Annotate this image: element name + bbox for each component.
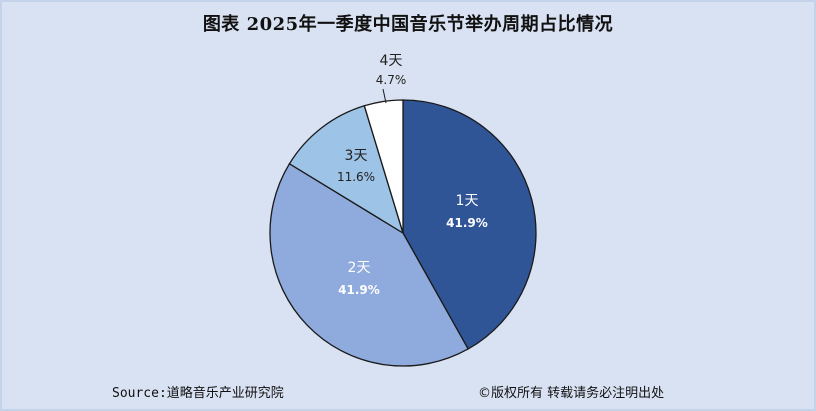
chart-title: 图表 2025年一季度中国音乐节举办周期占比情况 [202,14,614,35]
slice-category-label-3: 3天 [345,148,368,164]
pie-slice-2 [269,162,469,367]
slice-category-label-1: 1天 [456,193,479,209]
slice-percent-label-1: 41.9% [446,216,488,230]
slice-percent-label-2: 41.9% [338,283,380,297]
pie-chart: 1天 41.9% 2天 41.9% 3天 11.6% 4天 4.7% [269,53,537,367]
pie-slice-4 [363,99,404,234]
slice-category-label-4: 4天 [380,53,403,69]
copyright-note: ©版权所有 转载请务必注明出处 [478,386,665,401]
slice-percent-label-4: 4.7% [376,73,407,87]
slice-category-label-2: 2天 [348,260,371,276]
source-note: Source:道略音乐产业研究院 [112,386,284,401]
pie-slice-3 [288,104,405,235]
leader-line-4 [382,88,387,104]
pie-slice-1 [402,99,537,350]
slice-percent-label-3: 11.6% [337,170,375,184]
